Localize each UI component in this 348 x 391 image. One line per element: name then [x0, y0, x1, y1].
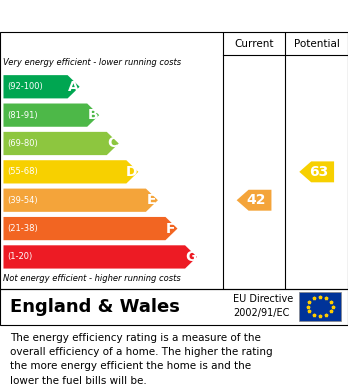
Text: (69-80): (69-80) [8, 139, 38, 148]
Text: E: E [147, 193, 156, 207]
Polygon shape [299, 161, 334, 182]
FancyBboxPatch shape [299, 292, 341, 321]
Text: Not energy efficient - higher running costs: Not energy efficient - higher running co… [3, 274, 181, 283]
Text: (92-100): (92-100) [8, 82, 44, 91]
Text: A: A [68, 80, 78, 94]
Text: Current: Current [234, 39, 274, 48]
Polygon shape [3, 188, 158, 212]
Polygon shape [3, 245, 197, 269]
Text: D: D [126, 165, 137, 179]
Polygon shape [3, 75, 80, 99]
Text: The energy efficiency rating is a measure of the
overall efficiency of a home. T: The energy efficiency rating is a measur… [10, 332, 273, 386]
Text: (1-20): (1-20) [8, 253, 33, 262]
Text: C: C [107, 136, 117, 151]
Polygon shape [3, 217, 177, 240]
Polygon shape [3, 160, 139, 183]
Text: 63: 63 [309, 165, 328, 179]
Text: F: F [166, 222, 176, 235]
Polygon shape [237, 190, 271, 211]
Text: Energy Efficiency Rating: Energy Efficiency Rating [10, 9, 220, 23]
Text: (39-54): (39-54) [8, 196, 38, 205]
Text: 42: 42 [246, 193, 266, 207]
Polygon shape [3, 104, 99, 127]
Text: EU Directive
2002/91/EC: EU Directive 2002/91/EC [233, 294, 293, 318]
Text: England & Wales: England & Wales [10, 298, 180, 316]
Text: G: G [185, 250, 196, 264]
Text: Potential: Potential [294, 39, 340, 48]
Text: B: B [87, 108, 98, 122]
Polygon shape [3, 132, 119, 155]
Text: (81-91): (81-91) [8, 111, 38, 120]
Text: (21-38): (21-38) [8, 224, 38, 233]
Text: (55-68): (55-68) [8, 167, 38, 176]
Text: Very energy efficient - lower running costs: Very energy efficient - lower running co… [3, 59, 182, 68]
